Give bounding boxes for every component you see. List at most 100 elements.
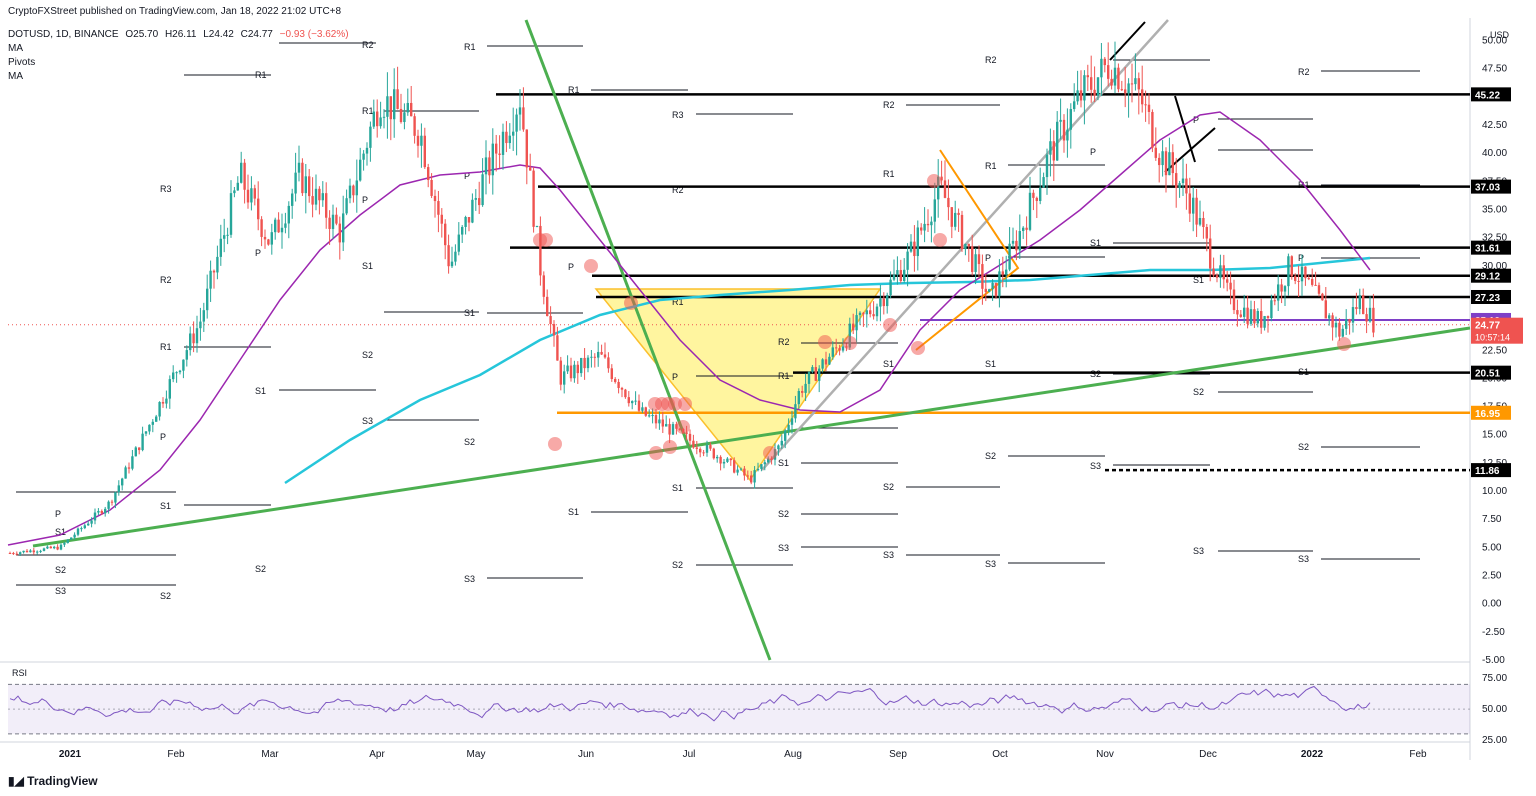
candle-body [450, 261, 454, 267]
candle-body [474, 198, 477, 200]
tradingview-brand[interactable]: ▮◢ TradingView [8, 774, 98, 788]
candle-body [668, 424, 671, 435]
price-tag-bg [1471, 405, 1511, 420]
candle-body [1232, 289, 1236, 311]
pivot-label: P [55, 509, 61, 519]
candle-body [488, 157, 491, 176]
candle-body [1001, 271, 1004, 275]
pivot-label: S1 [1193, 275, 1204, 285]
candle-body [379, 117, 382, 127]
candle-body [1229, 282, 1232, 290]
candle-body [556, 335, 559, 361]
candle-body [746, 475, 749, 477]
candle-body [603, 354, 607, 358]
candle-body [342, 213, 345, 243]
candle-body [739, 468, 743, 470]
x-tick-label: Oct [992, 749, 1008, 760]
candle-body [1273, 300, 1276, 302]
last-price-label: 24.77 [1475, 321, 1500, 332]
candle-body [899, 270, 902, 282]
candle-body [614, 379, 617, 382]
candle-body [733, 460, 736, 473]
pivot-label: R3 [672, 110, 684, 120]
candle-body [8, 553, 12, 554]
pivot-label: P [464, 171, 470, 181]
candle-body [124, 467, 127, 479]
candle-body [1083, 75, 1086, 101]
candle-body [1164, 151, 1168, 176]
candle-body [719, 456, 722, 464]
candle-body [175, 372, 178, 374]
candle-body [345, 198, 348, 214]
candle-body [1032, 192, 1035, 198]
candle-body [1056, 121, 1059, 161]
candle-body [250, 188, 253, 203]
pivot-label: S2 [1298, 442, 1309, 452]
candle-body [423, 135, 426, 168]
pivot-label: S3 [1090, 461, 1101, 471]
candle-body [127, 467, 131, 469]
ohlc-open: O25.70 [125, 29, 159, 40]
last-price-tag-bg [1471, 317, 1523, 344]
rsi-tick-label: 25.00 [1482, 735, 1507, 746]
candle-body [325, 193, 328, 218]
pattern-marker [911, 341, 925, 355]
candle-body [1113, 67, 1117, 86]
candle-body [1345, 319, 1348, 329]
price-tag-bg [1471, 240, 1511, 255]
x-tick-label: Jul [683, 749, 696, 760]
candle-body [790, 418, 794, 425]
candle-body [865, 310, 868, 315]
candle-body [709, 445, 712, 449]
candle-body [930, 221, 933, 226]
candle-body [1168, 152, 1171, 176]
indicator-ma-2[interactable]: MA [8, 71, 23, 82]
candle-body [988, 289, 991, 292]
pivot-label: S1 [255, 386, 266, 396]
candle-body [277, 219, 280, 233]
pivot-label: S2 [883, 482, 894, 492]
candle-body [1338, 322, 1341, 337]
candle-body [87, 523, 90, 526]
ohlc-change: −0.93 (−3.62%) [279, 29, 349, 40]
candle-body [1351, 307, 1355, 323]
candle-body [365, 147, 369, 154]
indicator-pivots[interactable]: Pivots [8, 57, 36, 68]
candle-body [688, 433, 692, 441]
candle-body [1158, 157, 1161, 166]
price-tag-label: 20.51 [1475, 369, 1500, 380]
candle-body [138, 447, 141, 451]
candle-body [658, 419, 661, 424]
candle-body [301, 162, 304, 194]
candle-body [481, 174, 484, 206]
candle-body [12, 553, 15, 555]
candle-body [1372, 307, 1375, 333]
candle-body [362, 153, 365, 160]
candle-body [1103, 58, 1106, 66]
candle-body [151, 421, 154, 425]
candle-body [937, 176, 940, 200]
candle-body [593, 356, 596, 358]
candle-body [977, 254, 981, 265]
rsi-tick-label: 75.00 [1482, 673, 1507, 684]
candle-body [233, 190, 236, 194]
candle-body [304, 176, 307, 194]
indicator-ma-1[interactable]: MA [8, 43, 23, 54]
candle-body [19, 552, 22, 554]
pattern-marker [624, 296, 638, 310]
candle-body [831, 347, 834, 357]
x-tick-label: Dec [1199, 749, 1217, 760]
candle-body [583, 357, 586, 369]
candle-body [933, 199, 936, 222]
candle-body [1334, 322, 1338, 328]
candle-body [80, 528, 83, 530]
candle-body [359, 159, 362, 181]
candle-body [644, 407, 647, 416]
candle-body [566, 365, 569, 372]
pivot-label: R1 [255, 70, 267, 80]
pivot-label: R2 [672, 185, 684, 195]
candle-body [981, 264, 984, 289]
y-tick-label: 35.00 [1482, 204, 1507, 215]
candle-body [182, 359, 185, 371]
